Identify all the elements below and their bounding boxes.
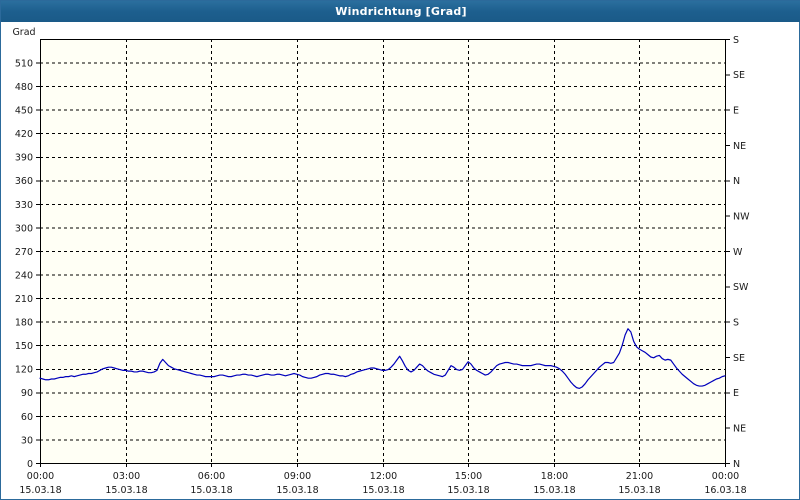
y-tick-label: 210: [15, 294, 33, 305]
chart-canvas-container: 0 30 60 90 120 150 180 210 240 270 300 330 360 390 420…: [3, 23, 798, 498]
y2-compass-label: E: [733, 106, 739, 117]
y2-compass-label: N: [733, 176, 740, 187]
vertical-gridlines: [126, 39, 640, 463]
x-date-label: 16.03.18: [704, 485, 746, 496]
y-tick-label: 30: [21, 435, 33, 446]
x-time-label: 12:00: [370, 471, 397, 482]
y2-compass-label: SE: [733, 353, 745, 364]
y2-compass-label: E: [733, 388, 739, 399]
data-series-line: [39, 328, 726, 390]
x-date-label: 15.03.18: [447, 485, 489, 496]
y2-compass-label: NW: [733, 212, 750, 223]
x-date-label: 15.03.18: [618, 485, 660, 496]
x-time-label: 15:00: [455, 471, 482, 482]
x-date-label: 15.03.18: [19, 485, 61, 496]
y-tick-label: 510: [15, 58, 33, 69]
y2-compass-label: S: [733, 35, 739, 46]
x-time-label: 06:00: [198, 471, 225, 482]
x-axis-time-labels: 00:00 03:00 06:00 09:00 12:00 15:00 18:00 21:00…: [27, 471, 739, 482]
y2-compass-label: S: [733, 318, 739, 329]
y-tick-label: 0: [27, 459, 33, 470]
y-tick-label: 90: [21, 388, 33, 399]
x-date-label: 15.03.18: [105, 485, 147, 496]
y-tick-label: 450: [15, 106, 33, 117]
y-tick-label: 480: [15, 82, 33, 93]
y-tick-label: 150: [15, 341, 33, 352]
horizontal-gridlines: [40, 62, 725, 441]
axis-lines: [40, 39, 726, 464]
x-time-label: 03:00: [113, 471, 140, 482]
x-time-label: 00:00: [27, 471, 54, 482]
x-axis-date-labels: 15.03.18 15.03.18 15.03.18 15.03.18 15.03.18…: [19, 485, 746, 496]
y-tick-label: 180: [15, 318, 33, 329]
y-tick-label: 240: [15, 270, 33, 281]
y-tick-label: 330: [15, 200, 33, 211]
y-tick-label: 300: [15, 223, 33, 234]
y-axis-tickmarks: [36, 62, 40, 464]
x-time-label: 09:00: [284, 471, 311, 482]
x-date-label: 15.03.18: [190, 485, 232, 496]
y2-compass-label: SW: [733, 282, 749, 293]
y2-compass-label: NE: [733, 141, 746, 152]
y-axis-unit-label: Grad: [12, 27, 35, 38]
data-series-group: [39, 328, 726, 390]
window-title: Windrichtung [Grad]: [335, 5, 467, 18]
x-date-label: 15.03.18: [276, 485, 318, 496]
y-tick-label: 360: [15, 176, 33, 187]
y-tick-label: 120: [15, 365, 33, 376]
x-time-label: 00:00: [712, 471, 739, 482]
y2-axis-compass-labels: N NE E SE S SW W NW N NE E SE S: [733, 35, 750, 470]
y-tick-label: 390: [15, 153, 33, 164]
window-titlebar: Windrichtung [Grad]: [1, 1, 800, 22]
y-axis-labels: 0 30 60 90 120 150 180 210 240 270 300 330 360 390 420…: [15, 58, 33, 469]
wind-direction-line-chart: 0 30 60 90 120 150 180 210 240 270 300 330 360 390 420…: [12, 27, 750, 496]
x-time-label: 18:00: [541, 471, 568, 482]
y2-compass-label: SE: [733, 70, 745, 81]
y2-compass-label: W: [733, 247, 743, 258]
x-date-label: 15.03.18: [533, 485, 575, 496]
y-tick-label: 270: [15, 247, 33, 258]
y2-compass-label: N: [733, 459, 740, 470]
y-tick-label: 420: [15, 129, 33, 140]
y2-compass-label: NE: [733, 424, 746, 435]
y-tick-label: 60: [21, 412, 33, 423]
x-time-label: 21:00: [626, 471, 653, 482]
x-date-label: 15.03.18: [362, 485, 404, 496]
